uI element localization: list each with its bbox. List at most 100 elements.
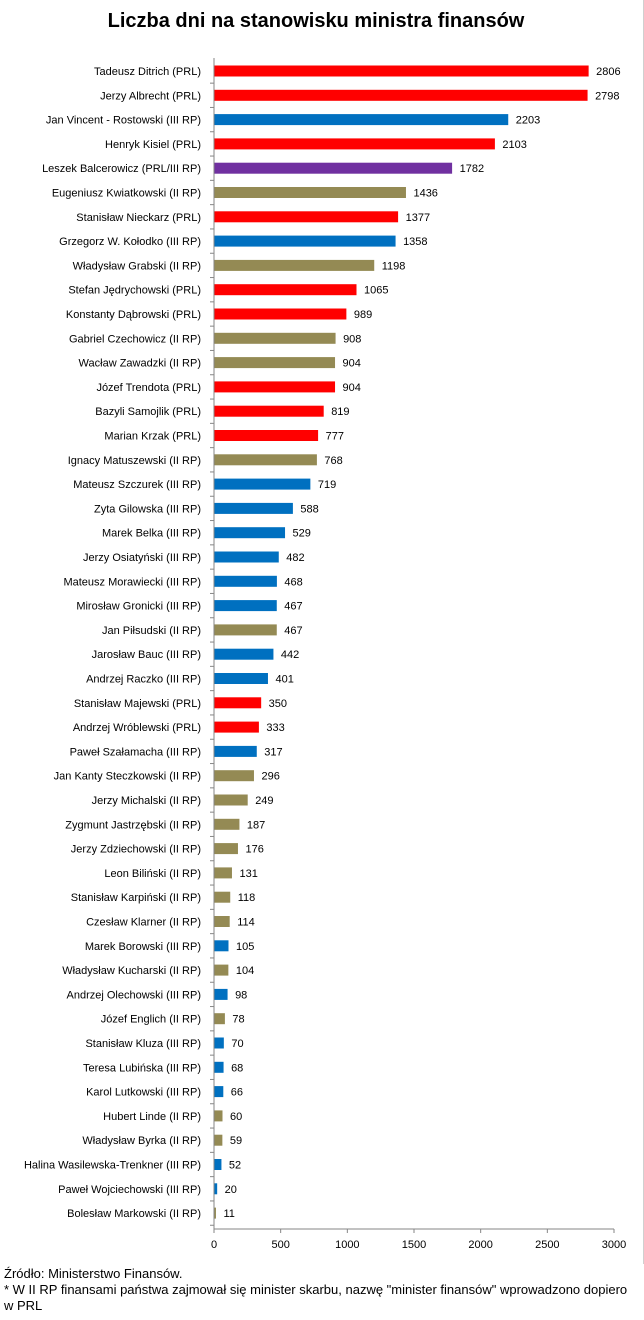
bar: [214, 187, 406, 198]
data-label: 60: [230, 1111, 242, 1123]
category-label: Zygmunt Jastrzębski (II RP): [65, 819, 201, 831]
data-label: 2203: [516, 115, 540, 127]
x-tick-label: 0: [211, 1239, 217, 1251]
category-label: Jan Vincent - Rostowski (III RP): [46, 115, 201, 127]
category-label: Leon Biliński (II RP): [104, 868, 201, 880]
bar: [214, 940, 229, 952]
data-label: 52: [229, 1160, 241, 1172]
bar: [214, 600, 277, 612]
data-label: 1198: [382, 260, 406, 272]
data-label: 11: [223, 1208, 234, 1220]
category-label: Władysław Grabski (II RP): [73, 260, 201, 272]
bar: [214, 162, 453, 174]
x-tick-label: 2000: [468, 1239, 492, 1251]
category-label: Hubert Linde (II RP): [103, 1111, 201, 1123]
data-label: 78: [232, 1014, 244, 1026]
data-label: 1377: [406, 212, 430, 224]
data-label: 104: [236, 965, 254, 977]
data-label: 467: [284, 625, 302, 637]
data-label: 98: [235, 989, 247, 1001]
data-label: 105: [236, 941, 254, 953]
data-label: 2806: [596, 66, 620, 78]
data-label: 989: [354, 309, 372, 321]
bar: [214, 527, 286, 539]
category-label: Jarosław Bauc (III RP): [92, 649, 201, 661]
data-label: 719: [318, 479, 336, 491]
data-label: 904: [343, 358, 361, 370]
bar: [214, 1086, 224, 1098]
data-label: 482: [286, 552, 304, 564]
data-label: 588: [300, 503, 318, 515]
bar: [214, 575, 277, 587]
data-label: 904: [343, 382, 361, 394]
data-label: 768: [324, 455, 342, 467]
category-label: Ignacy Matuszewski (II RP): [68, 455, 201, 467]
chart-area: Liczba dni na stanowisku ministra finans…: [24, 0, 644, 1264]
bar: [214, 89, 588, 101]
category-label: Leszek Balcerowicz (PRL/III RP): [42, 163, 201, 175]
bar: [214, 794, 248, 806]
data-label: 66: [231, 1087, 243, 1099]
bar: [214, 308, 347, 320]
bar: [214, 843, 238, 855]
data-label: 176: [245, 844, 263, 856]
data-label: 1065: [364, 285, 388, 297]
category-label: Eugeniusz Kwiatkowski (II RP): [52, 188, 201, 200]
bar: [214, 1110, 223, 1122]
data-label: 442: [281, 649, 299, 661]
chart-title: Liczba dni na stanowisku ministra finans…: [107, 10, 525, 32]
bar-chart: 0 500 1000 1500 2000 2500 3000 Tadeusz Ditrich …: [24, 58, 626, 1251]
category-label: Stanisław Nieckarz (PRL): [76, 212, 201, 224]
category-label: Mirosław Gronicki (III RP): [76, 601, 201, 613]
category-label: Marian Krzak (PRL): [104, 431, 201, 443]
bar: [214, 721, 259, 733]
bar: [214, 138, 495, 150]
data-label: 350: [269, 698, 287, 710]
category-label: Józef Trendota (PRL): [96, 382, 201, 394]
bar: [214, 259, 375, 271]
bar: [214, 818, 240, 830]
data-label: 296: [261, 771, 279, 783]
data-label: 131: [239, 868, 257, 880]
bar: [214, 1183, 218, 1195]
footnote: * W II RP finansami państwa zajmował się…: [4, 1282, 628, 1313]
category-label: Gabriel Czechowicz (II RP): [69, 333, 201, 345]
data-label: 467: [284, 601, 302, 613]
data-label: 908: [343, 333, 361, 345]
category-label: Mateusz Szczurek (III RP): [73, 479, 201, 491]
bar: [214, 673, 268, 684]
category-label: Jerzy Osiatyński (III RP): [83, 552, 201, 564]
bar: [214, 430, 319, 441]
category-label: Tadeusz Ditrich (PRL): [94, 66, 201, 78]
bar: [214, 65, 589, 77]
x-tick-label: 1000: [335, 1239, 359, 1251]
bar: [214, 988, 228, 1000]
source-note: Źródło: Ministerstwo Finansów.: [4, 1266, 183, 1281]
category-label: Władysław Byrka (II RP): [82, 1135, 201, 1147]
category-label: Marek Belka (III RP): [102, 528, 201, 540]
data-label: 118: [238, 892, 256, 904]
category-label: Konstanty Dąbrowski (PRL): [66, 309, 201, 321]
data-label: 114: [237, 917, 255, 929]
bar: [214, 745, 257, 757]
x-tick-label: 1500: [402, 1239, 426, 1251]
category-label: Stanisław Karpiński (II RP): [71, 892, 201, 904]
bar: [214, 478, 311, 490]
data-label: 1358: [403, 236, 427, 248]
data-label: 529: [293, 528, 311, 540]
category-label: Zyta Gilowska (III RP): [94, 503, 201, 515]
bar: [214, 770, 254, 782]
data-label: 2103: [502, 139, 526, 151]
data-label: 187: [247, 819, 265, 831]
category-label: Stefan Jędrychowski (PRL): [68, 285, 201, 297]
data-label: 819: [331, 406, 349, 418]
bar: [214, 284, 357, 296]
category-label: Czesław Klarner (II RP): [86, 917, 201, 929]
bar: [214, 1134, 223, 1146]
bar: [214, 891, 231, 903]
category-label: Andrzej Olechowski (III RP): [67, 989, 201, 1001]
data-label: 59: [230, 1135, 242, 1147]
data-label: 70: [231, 1038, 243, 1050]
category-label: Józef Englich (II RP): [101, 1014, 201, 1026]
category-label: Halina Wasilewska-Trenkner (III RP): [24, 1160, 201, 1172]
